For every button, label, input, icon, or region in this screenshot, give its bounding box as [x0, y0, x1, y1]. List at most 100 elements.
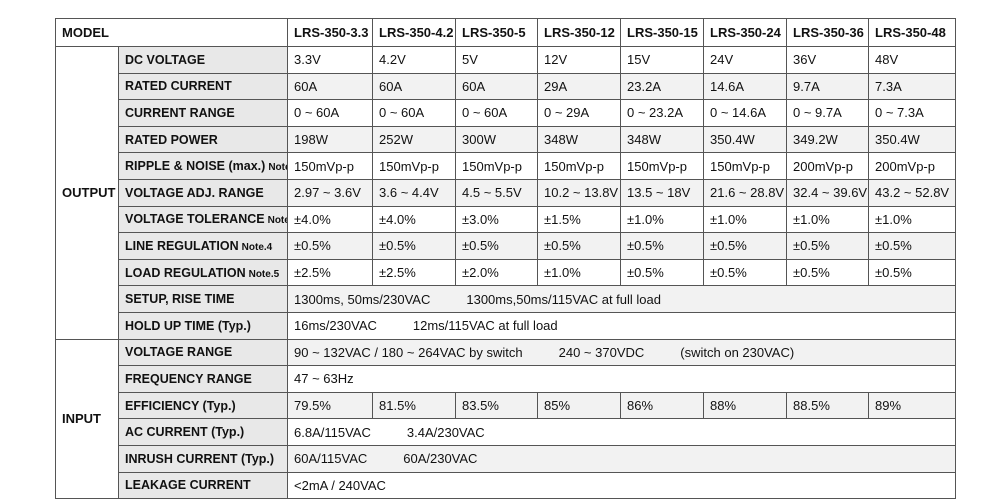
spec-row: RATED POWER 198W 252W 300W 348W 348W 350.4W 349…	[56, 125, 957, 154]
value-cell: 252W	[372, 125, 457, 154]
param-note: Note.5	[248, 268, 280, 280]
span-cell: 47 ~ 63Hz	[287, 365, 957, 393]
span-cell: 16ms/230VAC 12ms/115VAC at full load	[287, 311, 957, 340]
spec-row: EFFICIENCY (Typ.) 79.5% 81.5% 83.5% 85% 86% 88…	[56, 391, 957, 420]
param-cell: RATED CURRENT	[117, 72, 289, 101]
span-text: 240 ~ 370VDC	[558, 344, 645, 360]
value-cell: 150mVp-p	[703, 152, 788, 180]
header-row: MODEL LRS-350-3.3 LRS-350-4.2 LRS-350-5 LRS-…	[54, 18, 957, 47]
param-cell: FREQUENCY RANGE	[117, 365, 289, 393]
value-cell: 0 ~ 23.2A	[620, 99, 705, 127]
value-cell: ±0.5%	[372, 232, 457, 260]
param-name: RATED POWER	[125, 132, 218, 147]
value-cell: 81.5%	[372, 391, 457, 420]
param-name: AC CURRENT (Typ.)	[125, 425, 245, 440]
value-cell: 79.5%	[287, 391, 374, 420]
model-name: LRS-350-15	[620, 18, 705, 47]
param-name: VOLTAGE ADJ. RANGE	[125, 185, 264, 200]
value-cell: 150mVp-p	[287, 152, 374, 180]
value-cell: 60A	[372, 72, 457, 101]
value-cell: ±0.5%	[620, 232, 705, 260]
param-name: VOLTAGE RANGE	[125, 345, 233, 360]
page: MODEL LRS-350-3.3 LRS-350-4.2 LRS-350-5 LRS-…	[54, 18, 957, 499]
model-name: LRS-350-48	[868, 18, 957, 47]
param-cell: DC VOLTAGE	[117, 46, 289, 74]
value-cell: 5V	[455, 46, 539, 74]
spec-row: CURRENT RANGE 0 ~ 60A 0 ~ 60A 0 ~ 60A 0 ~ 29…	[56, 99, 957, 127]
value-cell: 24V	[703, 46, 788, 74]
value-cell: 14.6A	[703, 72, 788, 101]
section-name: OUTPUT	[55, 46, 119, 340]
param-cell: RATED POWER	[117, 125, 289, 154]
value-cell: 150mVp-p	[620, 152, 705, 180]
value-cell: 85%	[537, 391, 622, 420]
spec-table: MODEL LRS-350-3.3 LRS-350-4.2 LRS-350-5 LRS-…	[54, 18, 957, 499]
span-text: 1300ms,50ms/115VAC at full load	[466, 291, 661, 307]
value-cell: ±1.0%	[703, 205, 788, 234]
value-cell: ±1.0%	[537, 258, 622, 287]
span-text: 6.8A/115VAC	[294, 424, 371, 440]
param-cell: VOLTAGE ADJ. RANGE	[117, 178, 289, 207]
value-cell: 0 ~ 9.7A	[786, 99, 870, 127]
value-cell: 348W	[620, 125, 705, 154]
value-cell: 10.2 ~ 13.8V	[537, 178, 622, 207]
value-cell: 88.5%	[786, 391, 870, 420]
value-cell: 83.5%	[455, 391, 539, 420]
param-name: RIPPLE & NOISE (max.)	[125, 159, 266, 174]
model-name: LRS-350-4.2	[372, 18, 457, 47]
param-cell: LEAKAGE CURRENT	[117, 471, 289, 499]
value-cell: ±4.0%	[287, 205, 374, 234]
value-cell: 32.4 ~ 39.6V	[786, 178, 870, 207]
model-name: LRS-350-5	[455, 18, 539, 47]
model-name: LRS-350-12	[537, 18, 622, 47]
param-name: SETUP, RISE TIME	[125, 292, 235, 307]
value-cell: 36V	[786, 46, 870, 74]
param-name: LEAKAGE CURRENT	[125, 478, 251, 493]
model-name: LRS-350-24	[703, 18, 788, 47]
value-cell: ±0.5%	[703, 258, 788, 287]
value-cell: ±0.5%	[455, 232, 539, 260]
param-name: VOLTAGE TOLERANCE	[125, 212, 265, 227]
value-cell: 86%	[620, 391, 705, 420]
value-cell: 21.6 ~ 28.8V	[703, 178, 788, 207]
value-cell: 88%	[703, 391, 788, 420]
value-cell: 350.4W	[703, 125, 788, 154]
param-cell: EFFICIENCY (Typ.)	[117, 391, 289, 420]
param-name: DC VOLTAGE	[125, 52, 206, 67]
value-cell: 4.5 ~ 5.5V	[455, 178, 539, 207]
value-cell: ±3.0%	[455, 205, 539, 234]
span-cell: 1300ms, 50ms/230VAC 1300ms,50ms/115VAC at…	[287, 285, 957, 313]
model-label: MODEL	[54, 18, 289, 47]
span-cell: 60A/115VAC 60A/230VAC	[287, 444, 957, 473]
value-cell: ±2.0%	[455, 258, 539, 287]
value-cell: 348W	[537, 125, 622, 154]
spec-row: HOLD UP TIME (Typ.) 16ms/230VAC 12ms/115VA…	[56, 311, 957, 340]
param-cell: HOLD UP TIME (Typ.)	[117, 311, 289, 340]
spec-row: SETUP, RISE TIME 1300ms, 50ms/230VAC 1300m…	[56, 285, 957, 313]
value-cell: 4.2V	[372, 46, 457, 74]
value-cell: 150mVp-p	[455, 152, 539, 180]
span-text: 60A/115VAC	[294, 451, 368, 467]
value-cell: 350.4W	[868, 125, 957, 154]
span-text: 47 ~ 63Hz	[294, 371, 354, 387]
spec-row: OUTPUT DC VOLTAGE 3.3V 4.2V 5V 12V 15V 24V 36V 48…	[55, 46, 957, 340]
spec-row: LINE REGULATION Note.4 ±0.5% ±0.5% ±0.5% ±0.5…	[56, 232, 957, 260]
value-cell: 0 ~ 60A	[287, 99, 374, 127]
value-cell: ±0.5%	[703, 232, 788, 260]
spec-row: RATED CURRENT 60A 60A 60A 29A 23.2A 14.6A 9.7A 7…	[56, 72, 957, 101]
value-cell: ±0.5%	[620, 258, 705, 287]
value-cell: 3.6 ~ 4.4V	[372, 178, 457, 207]
model-name: LRS-350-36	[786, 18, 870, 47]
value-cell: ±0.5%	[537, 232, 622, 260]
span-text: <2mA / 240VAC	[294, 477, 386, 493]
value-cell: 60A	[287, 72, 374, 101]
value-cell: 29A	[537, 72, 622, 101]
param-cell: INRUSH CURRENT (Typ.)	[117, 444, 289, 473]
value-cell: 13.5 ~ 18V	[620, 178, 705, 207]
value-cell: 200mVp-p	[868, 152, 957, 180]
param-name: LOAD REGULATION	[125, 265, 246, 280]
value-cell: 0 ~ 29A	[537, 99, 622, 127]
value-cell: 60A	[455, 72, 539, 101]
value-cell: 7.3A	[868, 72, 957, 101]
value-cell: ±4.0%	[372, 205, 457, 234]
